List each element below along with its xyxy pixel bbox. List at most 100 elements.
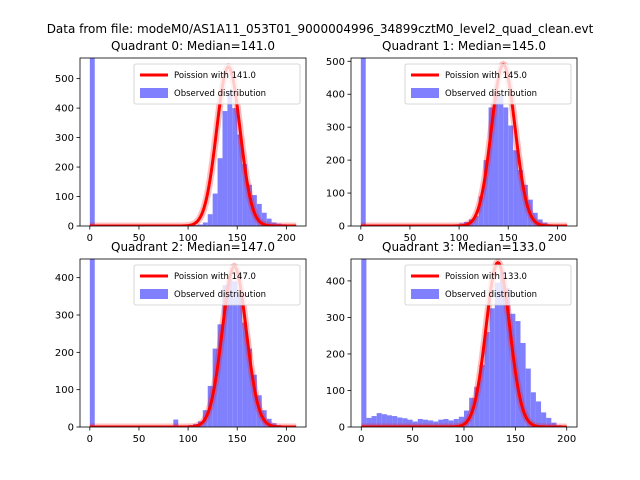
legend-frame <box>133 63 301 105</box>
histogram-bar <box>498 95 504 226</box>
subplot-title: Quadrant 2: Median=147.0 <box>111 240 275 254</box>
histogram-bar <box>242 164 248 226</box>
histogram-bar <box>173 419 179 427</box>
legend: Poission with 133.0 Observed distribution <box>404 264 572 306</box>
histogram-bar <box>402 418 408 427</box>
x-tick-label: 50 <box>133 233 146 244</box>
histogram-bar <box>247 348 252 427</box>
legend-fit-label: Poission with 133.0 <box>445 272 527 282</box>
x-tick-label: 100 <box>450 233 469 244</box>
histogram-bar <box>525 368 531 427</box>
histogram-bar <box>458 416 464 427</box>
y-tick-label: 200 <box>326 156 345 167</box>
axes-frame <box>79 57 307 227</box>
y-tick-label: 100 <box>55 192 74 203</box>
legend-hist-label: Observed distribution <box>174 89 266 99</box>
histogram-bar <box>222 111 228 226</box>
histogram-bar <box>202 222 208 226</box>
histogram-bar <box>266 418 272 427</box>
histogram-bar <box>386 415 393 427</box>
histogram-bar <box>532 212 538 226</box>
y-tick-label: 500 <box>326 57 345 68</box>
y-tick-label: 200 <box>55 348 74 359</box>
histogram-bar <box>392 416 398 427</box>
legend-fit-label: Poission with 141.0 <box>174 71 256 81</box>
x-tick-label: 50 <box>404 233 417 244</box>
histogram-bar <box>217 158 223 226</box>
subplot-1: 0 50 100 150 200 0 100 200 300 400 500 Quadrant 1: … <box>326 39 578 244</box>
histogram-bar <box>89 259 95 427</box>
histogram-bar <box>271 222 277 226</box>
histogram-bar <box>546 417 552 427</box>
x-tick-label: 50 <box>133 434 146 445</box>
legend-fit-label: Poission with 147.0 <box>174 272 256 282</box>
histogram-bar <box>232 108 238 226</box>
histogram-bar <box>227 279 233 427</box>
y-tick-label: 400 <box>55 104 74 115</box>
y-tick-label: 0 <box>68 423 74 434</box>
poisson-fit-line <box>89 65 297 226</box>
y-tick-label: 500 <box>55 74 74 85</box>
histogram-bar <box>510 313 516 427</box>
histogram-bar <box>428 420 434 427</box>
poisson-fit-line <box>360 261 568 427</box>
legend-bar-swatch <box>411 289 439 299</box>
histogram-bar <box>212 193 218 226</box>
y-tick-label: 0 <box>339 222 345 233</box>
x-tick-label: 150 <box>228 233 247 244</box>
histogram-bar <box>448 420 454 427</box>
plot-area <box>89 58 302 226</box>
y-tick-label: 200 <box>55 163 74 174</box>
legend-fit-label: Poission with 145.0 <box>445 71 527 81</box>
x-tick-label: 50 <box>406 434 419 445</box>
histogram-bar <box>453 418 459 427</box>
x-tick-label: 100 <box>454 434 473 445</box>
histogram-bar <box>478 196 484 226</box>
histogram-bar <box>361 259 367 427</box>
histogram-bar <box>443 418 449 427</box>
histogram-bar <box>494 282 500 427</box>
y-tick-label: 100 <box>55 385 74 396</box>
histogram-bar <box>89 58 95 226</box>
poisson-fit-line <box>360 63 568 226</box>
axes-frame <box>79 258 307 428</box>
x-tick-label: 0 <box>87 434 93 445</box>
histogram-bar <box>515 321 521 427</box>
histogram-bar <box>438 419 444 427</box>
histogram-bar <box>217 324 223 427</box>
histogram-bar <box>242 322 248 427</box>
histogram-bar <box>407 419 413 427</box>
histogram-bar <box>537 219 543 226</box>
legend-hist-label: Observed distribution <box>445 290 537 300</box>
legend-frame <box>404 264 572 306</box>
y-tick-label: 0 <box>68 222 74 233</box>
histogram-bar <box>422 419 429 427</box>
x-tick-label: 150 <box>499 233 518 244</box>
histogram-bar <box>371 416 377 427</box>
histogram-bar <box>247 184 252 226</box>
y-tick-label: 200 <box>326 349 345 360</box>
x-tick-label: 0 <box>358 434 364 445</box>
histogram-bar <box>227 90 233 226</box>
x-tick-label: 0 <box>358 233 364 244</box>
y-tick-label: 400 <box>326 90 345 101</box>
poisson-fit-halo <box>89 62 297 226</box>
y-tick-label: 300 <box>55 133 74 144</box>
histogram-bar <box>376 413 382 427</box>
histogram-bar <box>499 271 506 427</box>
histogram-bar <box>513 150 519 226</box>
subplot-2: 0 50 100 150 200 0 100 200 300 400 Quadrant 2: Med… <box>55 240 307 445</box>
x-tick-label: 200 <box>557 434 576 445</box>
y-tick-label: 400 <box>55 273 74 284</box>
histogram-bar <box>518 170 523 226</box>
histogram-bar <box>479 364 485 427</box>
y-tick-label: 100 <box>326 189 345 200</box>
histogram-bar <box>508 125 514 226</box>
histogram-bar <box>261 212 267 226</box>
histogram-bar <box>493 94 499 226</box>
histogram-bar <box>193 225 198 226</box>
histogram-bar <box>232 281 238 427</box>
histogram-bar <box>251 374 257 427</box>
histogram-bar <box>381 414 387 427</box>
y-tick-label: 300 <box>326 123 345 134</box>
